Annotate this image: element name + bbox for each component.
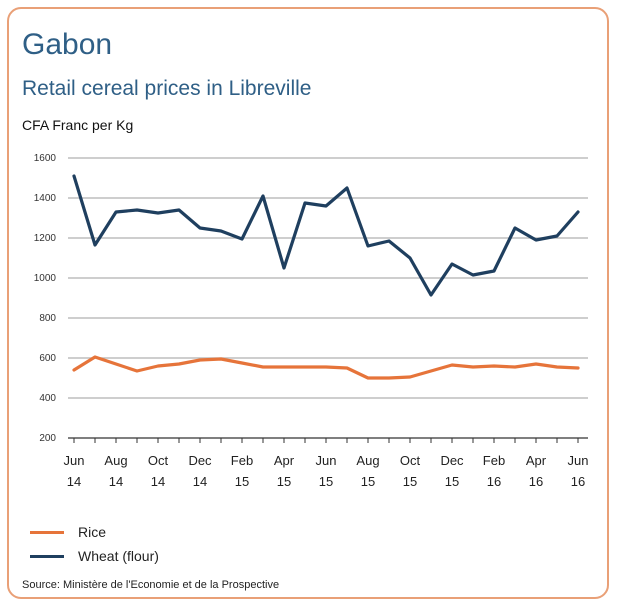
legend-swatch-rice — [30, 530, 64, 534]
grid-lines — [68, 157, 588, 399]
x-tick-label-year: 15 — [361, 474, 375, 489]
y-tick-label: 200 — [39, 433, 56, 444]
legend-item-wheat: Wheat (flour) — [30, 544, 159, 568]
chart-title: Gabon — [22, 28, 113, 61]
y-tick-label: 600 — [39, 353, 56, 364]
x-tick-label-month: Apr — [274, 453, 295, 468]
x-tick-labels: Jun 14 Aug 14 Oct 14 Dec 14 Feb 15 Apr 15 Jun 15 Aug 15… — [64, 453, 589, 489]
chart-frame — [7, 7, 609, 599]
chart-subtitle: Retail cereal prices in Libreville — [22, 77, 312, 100]
x-tick-label-year: 15 — [277, 474, 291, 489]
y-tick-label: 1000 — [34, 273, 57, 284]
x-tick-label-month: Jun — [568, 453, 589, 468]
x-tick-label-year: 15 — [445, 474, 459, 489]
x-tick-label-month: Apr — [526, 453, 547, 468]
y-tick-labels: 200 400 600 800 1000 1200 1400 1600 — [34, 153, 57, 444]
legend-item-rice: Rice — [30, 520, 159, 544]
x-tick-label-month: Aug — [104, 453, 127, 468]
x-tick-label-month: Dec — [440, 453, 464, 468]
legend-swatch-wheat — [30, 554, 64, 558]
x-tick-label-year: 14 — [109, 474, 123, 489]
x-tick-label-year: 16 — [487, 474, 501, 489]
y-tick-label: 1200 — [34, 233, 57, 244]
y-tick-label: 400 — [39, 393, 56, 404]
x-tick-label-month: Feb — [483, 453, 505, 468]
x-tick-label-year: 14 — [193, 474, 207, 489]
x-tick-label-year: 14 — [151, 474, 165, 489]
line-chart: 200 400 600 800 1000 1200 1400 1600 Jun 14 Aug 14 O… — [34, 153, 589, 489]
x-tick-label-year: 16 — [529, 474, 543, 489]
x-tick-label-month: Feb — [231, 453, 253, 468]
x-tick-label-year: 15 — [235, 474, 249, 489]
y-axis-unit-label: CFA Franc per Kg — [22, 117, 134, 133]
x-tick-label-month: Dec — [188, 453, 212, 468]
legend-label-wheat: Wheat (flour) — [78, 548, 159, 564]
series-line-wheat — [72, 174, 580, 297]
axes — [68, 437, 588, 443]
x-tick-label-month: Jun — [64, 453, 85, 468]
y-tick-label: 1600 — [34, 153, 57, 164]
source-note: Source: Ministère de l'Economie et de la… — [22, 579, 280, 591]
x-tick-label-year: 15 — [403, 474, 417, 489]
x-tick-label-year: 16 — [571, 474, 585, 489]
y-tick-label: 800 — [39, 313, 56, 324]
legend-label-rice: Rice — [78, 524, 107, 540]
y-tick-label: 1400 — [34, 193, 57, 204]
series-line-rice — [72, 355, 580, 380]
x-tick-label-month: Oct — [400, 453, 421, 468]
x-tick-label-month: Aug — [356, 453, 379, 468]
x-tick-label-month: Jun — [316, 453, 337, 468]
legend: Rice Wheat (flour) — [30, 520, 159, 568]
series-lines — [72, 174, 580, 380]
x-tick-label-year: 14 — [67, 474, 81, 489]
x-tick-label-year: 15 — [319, 474, 333, 489]
x-tick-label-month: Oct — [148, 453, 169, 468]
